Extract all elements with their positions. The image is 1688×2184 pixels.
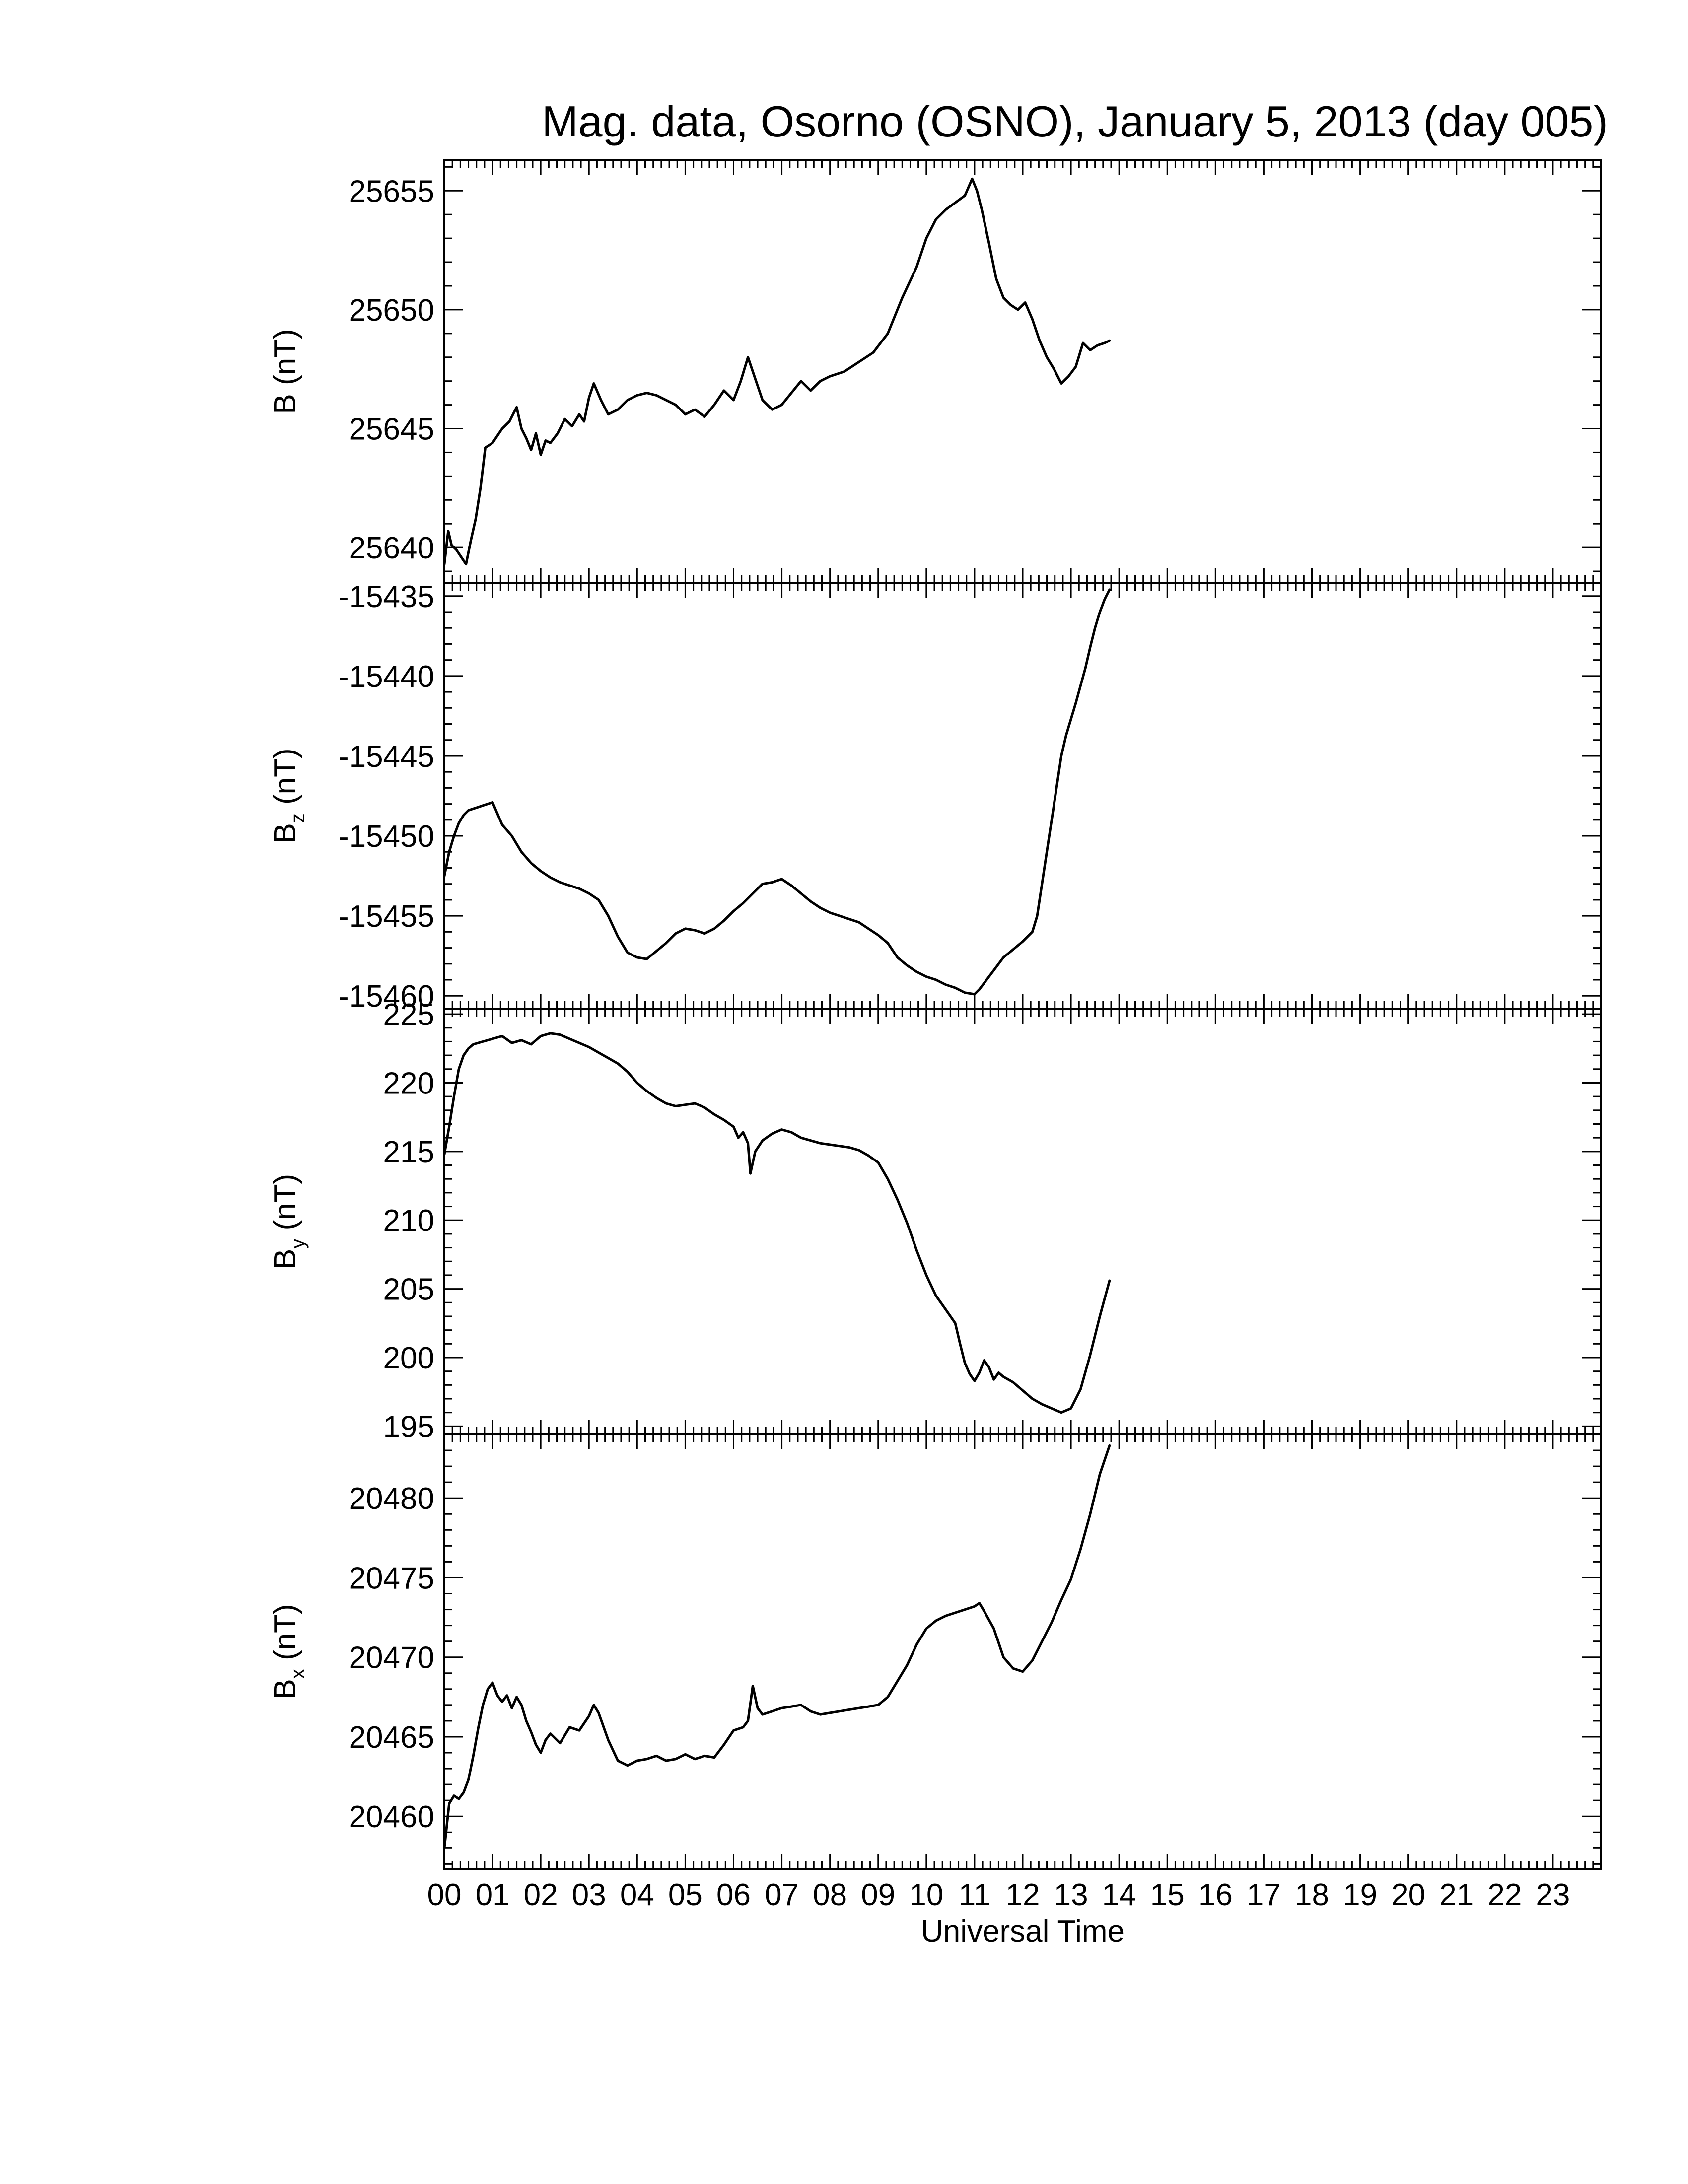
- panel-b: 25640 25645 25650 25655 B (nT): [268, 159, 1602, 584]
- x-tick-label: 22: [1487, 1878, 1522, 1912]
- y-axis-label-by: By (nT): [268, 1174, 309, 1269]
- panel-frame-b: [443, 159, 1602, 584]
- series-line-b: [443, 177, 1111, 566]
- x-axis: 00 01 02 03 04 05 06 07 08 09 10 11 12 13 14 15 16 17 18 19…: [427, 1878, 1570, 1912]
- x-tick-label: 02: [524, 1878, 558, 1912]
- panel-bz: -15460 -15455 -15450 -15445 -15440 -15435 Bz (…: [268, 580, 1602, 1014]
- x-tick-label: 19: [1343, 1878, 1377, 1912]
- x-tick-label: 07: [765, 1878, 799, 1912]
- x-tick-label: 17: [1247, 1878, 1281, 1912]
- x-tick-label: 21: [1439, 1878, 1474, 1912]
- x-tick-label: 16: [1198, 1878, 1233, 1912]
- series-line-bx: [443, 1444, 1111, 1849]
- x-tick-label: 15: [1150, 1878, 1185, 1912]
- y-tick-label-bz: -15455: [339, 899, 434, 934]
- y-axis-label-b: B (nT): [268, 329, 302, 414]
- x-tick-label: 06: [716, 1878, 751, 1912]
- y-tick-label-b: 25650: [349, 293, 434, 328]
- x-tick-label: 10: [909, 1878, 943, 1912]
- y-tick-label-by: 210: [383, 1204, 434, 1238]
- y-tick-label-b: 25640: [349, 531, 434, 565]
- x-tick-label: 08: [813, 1878, 847, 1912]
- x-tick-label: 20: [1391, 1878, 1425, 1912]
- y-axis-label-bz: Bz (nT): [268, 748, 309, 843]
- y-tick-label-bz: -15460: [339, 979, 434, 1014]
- y-tick-label-bx: 20460: [349, 1800, 434, 1834]
- panel-frame-bz: [443, 582, 1602, 1010]
- x-tick-label: 00: [427, 1878, 462, 1912]
- y-tick-label-bx: 20470: [349, 1641, 434, 1675]
- x-tick-label: 01: [476, 1878, 510, 1912]
- x-axis-label: Universal Time: [921, 1914, 1125, 1949]
- x-tick-label: 14: [1102, 1878, 1136, 1912]
- y-tick-label-b: 25655: [349, 174, 434, 208]
- y-axis-label-bx: Bx (nT): [268, 1604, 309, 1699]
- x-tick-label: 13: [1054, 1878, 1088, 1912]
- x-tick-label: 09: [861, 1878, 895, 1912]
- y-tick-label-by: 225: [383, 998, 434, 1032]
- series-line-bz: [443, 588, 1111, 996]
- x-tick-label: 23: [1536, 1878, 1570, 1912]
- x-tick-label: 05: [668, 1878, 703, 1912]
- y-tick-label-by: 205: [383, 1273, 434, 1307]
- y-tick-label-bx: 20475: [349, 1561, 434, 1595]
- series-line-by: [443, 1032, 1111, 1414]
- panel-bx: 20460 20465 20470 20475 20480 Bx (nT): [268, 1433, 1602, 1870]
- y-tick-label-by: 195: [383, 1410, 434, 1444]
- panel-frame-bx: [443, 1433, 1602, 1870]
- y-tick-label-by: 215: [383, 1135, 434, 1169]
- y-tick-label-bz: -15445: [339, 740, 434, 774]
- y-tick-label-by: 200: [383, 1341, 434, 1375]
- panel-frame-by: [443, 1008, 1602, 1435]
- x-tick-label: 11: [959, 1878, 990, 1912]
- chart-title: Mag. data, Osorno (OSNO), January 5, 201…: [542, 97, 1608, 146]
- x-tick-label: 12: [1006, 1878, 1040, 1912]
- x-tick-label: 03: [572, 1878, 606, 1912]
- y-tick-label-bz: -15440: [339, 660, 434, 694]
- y-tick-label-b: 25645: [349, 412, 434, 447]
- y-tick-label-bz: -15435: [339, 580, 434, 614]
- y-tick-label-bx: 20480: [349, 1482, 434, 1516]
- y-tick-label-by: 220: [383, 1066, 434, 1100]
- panel-by: 195 200 205 210 215 220 225 By (nT): [268, 998, 1602, 1444]
- y-tick-label-bx: 20465: [349, 1720, 434, 1755]
- x-tick-label: 18: [1295, 1878, 1329, 1912]
- x-tick-label: 04: [620, 1878, 654, 1912]
- y-tick-label-bz: -15450: [339, 819, 434, 854]
